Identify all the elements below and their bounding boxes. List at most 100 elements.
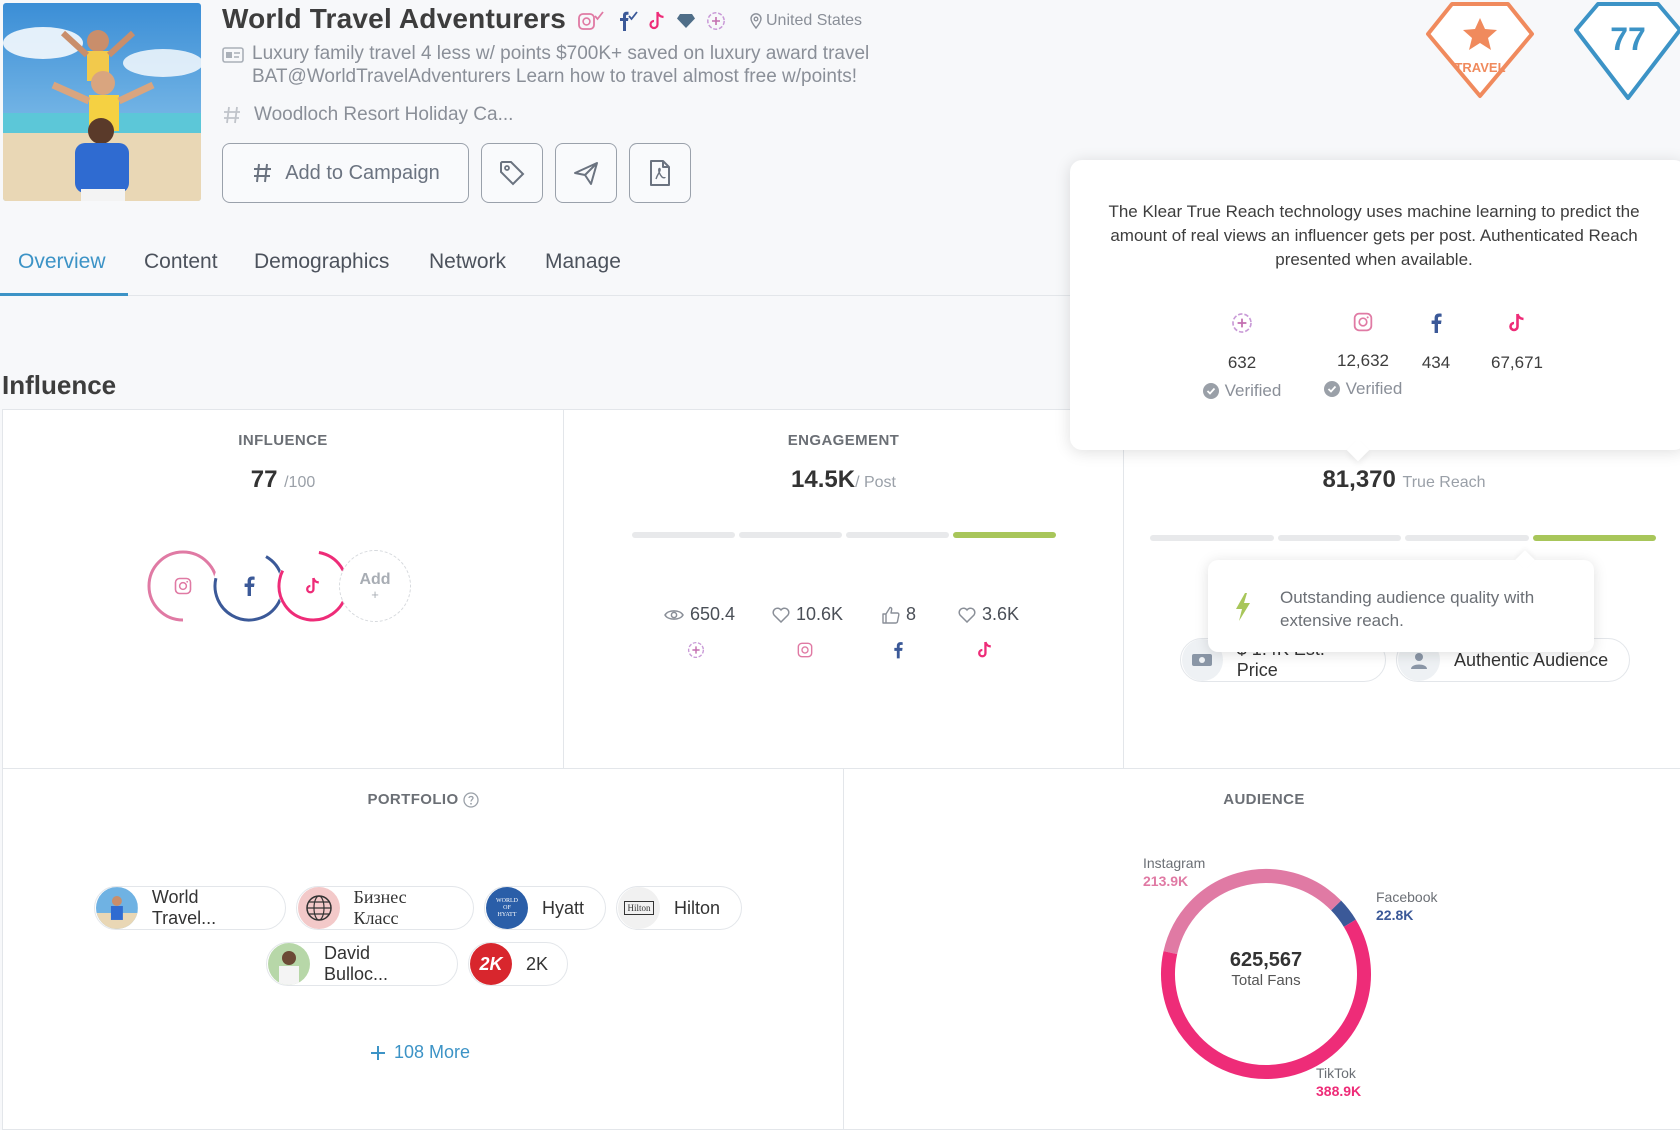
tag-icon [500, 161, 525, 186]
hashtag-icon [224, 106, 240, 124]
facebook-score-ring[interactable] [213, 550, 285, 622]
add-network-button[interactable]: Add + [339, 550, 411, 622]
bio-line-1: Luxury family travel 4 less w/ points $7… [252, 43, 870, 64]
blog-icon [1232, 313, 1252, 333]
reach-instagram-verified: Verified [1345, 379, 1403, 398]
pdf-file-icon [650, 160, 670, 186]
topic-text: Woodloch Resort Holiday Ca... [254, 104, 514, 125]
paper-plane-icon [574, 162, 598, 185]
lightning-icon [1236, 593, 1250, 621]
reach-blog-value: 632 [1227, 353, 1257, 372]
portfolio-item-hilton[interactable]: Hilton Hilton [616, 886, 742, 930]
export-pdf-button[interactable] [629, 143, 691, 203]
portfolio-item-biznes-klass[interactable]: Бизнес Класс [296, 886, 474, 930]
brand-logo [96, 887, 138, 929]
audience-heading: AUDIENCE [1223, 791, 1305, 808]
facebook-verified-icon [614, 10, 638, 32]
level-segment [846, 532, 949, 538]
travel-category-badge: TRAVEL [1424, 0, 1536, 105]
profile-topic[interactable]: Woodloch Resort Holiday Ca... [222, 104, 513, 126]
influence-heading: INFLUENCE [238, 432, 328, 449]
tiktok-icon [1509, 313, 1524, 332]
influence-card: INFLUENCE 77 /100 Add + [2, 409, 564, 769]
tag-button[interactable] [481, 143, 543, 203]
donut-segment-instagram[interactable] [1163, 869, 1342, 955]
portfolio-item-world-travel[interactable]: World Travel... [94, 886, 286, 930]
reach-instagram: 12,632 Verified [1308, 312, 1418, 399]
profile-badges: United States [578, 10, 862, 32]
profile-bio: Luxury family travel 4 less w/ points $7… [222, 42, 922, 88]
engagement-level-bar [632, 532, 1056, 538]
tab-demographics[interactable]: Demographics [254, 250, 390, 273]
send-button[interactable] [555, 143, 617, 203]
audience-quality-tooltip: Outstanding audience quality with extens… [1208, 550, 1594, 652]
tab-manage[interactable]: Manage [545, 250, 621, 273]
blog-icon [706, 11, 726, 31]
reach-level-bar [1150, 535, 1656, 541]
portfolio-item-2k[interactable]: 2K 2K [468, 942, 568, 986]
level-segment [953, 532, 1056, 538]
engagement-value: 14.5K/ Post [564, 466, 1123, 494]
stat-views-value: 650.4 [690, 604, 736, 624]
brand-logo [268, 943, 310, 985]
profile-name: World Travel Adventurers [222, 3, 567, 34]
show-more-label: 108 More [394, 1042, 471, 1062]
tab-content[interactable]: Content [144, 250, 218, 273]
donut-segment-tiktok[interactable] [1161, 919, 1371, 1079]
map-pin-icon [750, 13, 762, 29]
tiktok-score-ring[interactable] [277, 550, 349, 622]
profile-header: World Travel Adventurers United States L… [0, 0, 1680, 296]
level-segment [1150, 535, 1274, 541]
brand-logo: 2K [470, 943, 512, 985]
instagram-verified-icon [578, 11, 604, 31]
portfolio-item-label: David Bulloc... [323, 943, 389, 984]
facebook-fans-label: Facebook 22.8K [1376, 889, 1438, 923]
portfolio-item-david-bulloc[interactable]: David Bulloc... [266, 942, 458, 986]
tiktok-icon [978, 641, 991, 658]
portfolio-item-label: Бизнес Класс [353, 887, 407, 928]
stat-instagram-likes-value: 10.6K [796, 604, 844, 624]
action-buttons: Add to Campaign [222, 143, 691, 203]
diamond-icon [676, 13, 696, 29]
stat-tiktok-likes-value: 3.6K [982, 604, 1020, 624]
svg-text:TRAVEL: TRAVEL [1454, 60, 1505, 75]
help-icon[interactable] [462, 791, 479, 808]
portfolio-item-label: Hyatt [542, 897, 585, 918]
facebook-icon [244, 576, 255, 596]
audience-card: AUDIENCE 625,567 Total Fans Instagram 21… [843, 768, 1680, 1130]
instagram-score-ring[interactable] [147, 550, 219, 622]
add-to-campaign-button[interactable]: Add to Campaign [222, 143, 469, 203]
portfolio-item-hyatt[interactable]: WORLD OF HYATT Hyatt [484, 886, 606, 930]
portfolio-heading: PORTFOLIO [367, 791, 459, 808]
heart-icon [772, 607, 790, 623]
show-more-link[interactable]: 108 More [370, 1042, 470, 1063]
tiktok-icon [306, 577, 319, 594]
reach-blog: 632 Verified [1187, 312, 1297, 401]
stat-views: 650.4 [664, 604, 735, 625]
stat-facebook-likes-value: 8 [906, 604, 917, 624]
brand-logo [298, 887, 340, 929]
star-icon [1463, 18, 1497, 50]
active-tab-indicator [0, 293, 128, 296]
portfolio-item-label: Hilton [674, 897, 721, 918]
add-network-label: Add [359, 571, 391, 588]
tab-network[interactable]: Network [429, 250, 507, 273]
tab-overview[interactable]: Overview [18, 250, 106, 273]
instagram-icon [1353, 312, 1373, 332]
thumbs-up-icon [882, 606, 900, 624]
svg-text:77: 77 [1610, 21, 1646, 57]
instagram-icon [797, 642, 813, 658]
influence-score-badge: 77 [1572, 0, 1680, 109]
total-fans-label: Total Fans [1231, 972, 1301, 989]
authentic-audience-label: Authentic Audience [1454, 649, 1609, 670]
audience-donut-chart [1161, 869, 1371, 1079]
instagram-icon [174, 577, 192, 595]
audience-quality-text: Outstanding audience quality with extens… [1280, 588, 1535, 630]
plus-icon [371, 1045, 385, 1060]
true-reach-unit: True Reach [1402, 474, 1486, 491]
donut-segment-facebook[interactable] [1330, 900, 1356, 928]
influence-score-value: 77 [250, 466, 278, 493]
reach-instagram-value: 12,632 [1337, 351, 1389, 370]
portfolio-item-label: World Travel... [151, 887, 217, 928]
instagram-fans-label: Instagram 213.9K [1143, 855, 1206, 889]
